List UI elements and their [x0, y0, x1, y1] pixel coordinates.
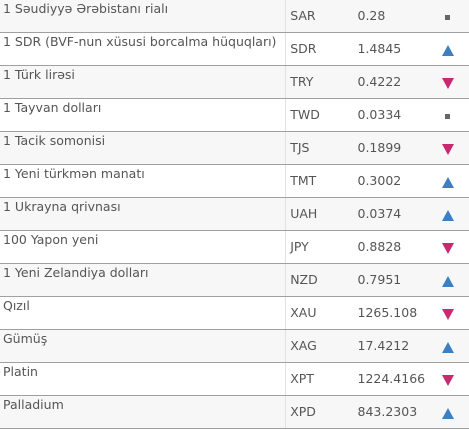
currency-name: 100 Yapon yeni	[0, 230, 287, 264]
currency-rate: 1265.108	[357, 296, 427, 330]
triangle-down-icon	[441, 242, 454, 254]
table-row: 1 Tayvan dolları TWD 0.0334	[0, 98, 469, 132]
currency-code: SDR	[285, 32, 358, 66]
currency-name: 1 Səudiyyə Ərəbistanı rialı	[0, 0, 287, 33]
trend-cell	[426, 197, 469, 231]
table-row: 100 Yapon yeni JPY 0.8828	[0, 230, 469, 264]
currency-code: XPT	[285, 362, 358, 396]
currency-code: JPY	[285, 230, 358, 264]
trend-cell	[426, 362, 469, 396]
table-row: 1 Türk lirəsi TRY 0.4222	[0, 65, 469, 99]
currency-name: 1 Türk lirəsi	[0, 65, 287, 99]
trend-cell	[426, 230, 469, 264]
currency-name: 1 Tacik somonisi	[0, 131, 287, 165]
triangle-up-icon	[441, 209, 454, 221]
currency-name: Gümüş	[0, 329, 287, 363]
currency-code: XAG	[285, 329, 358, 363]
trend-cell	[426, 65, 469, 99]
trend-cell	[426, 131, 469, 165]
table-row: 1 Səudiyyə Ərəbistanı rialı SAR 0.28	[0, 0, 469, 33]
currency-rate: 1224.4166	[357, 362, 427, 396]
triangle-up-icon	[441, 44, 454, 56]
currency-rate: 0.28	[357, 0, 427, 33]
trend-cell	[426, 329, 469, 363]
currency-rate: 0.1899	[357, 131, 427, 165]
currency-code: NZD	[285, 263, 358, 297]
currency-rate: 1.4845	[357, 32, 427, 66]
square-icon	[445, 113, 451, 119]
table-row: 1 Yeni türkmən manatı TMT 0.3002	[0, 164, 469, 198]
currency-code: TRY	[285, 65, 358, 99]
square-icon	[445, 15, 451, 20]
table-row: Gümüş XAG 17.4212	[0, 329, 469, 363]
currency-name: 1 Yeni Zelandiya dolları	[0, 263, 287, 297]
triangle-up-icon	[441, 407, 454, 419]
currency-code: TJS	[285, 131, 358, 165]
currency-rate: 0.4222	[357, 65, 427, 99]
currency-rate: 0.0374	[357, 197, 427, 231]
currency-code: SAR	[285, 0, 358, 33]
currency-code: TMT	[285, 164, 358, 198]
trend-cell	[426, 395, 469, 429]
currency-name: Qızıl	[0, 296, 287, 330]
table-row: 1 Yeni Zelandiya dolları NZD 0.7951	[0, 263, 469, 297]
table-row: 1 SDR (BVF-nun xüsusi borcalma hüquqları…	[0, 32, 469, 66]
currency-rate: 0.7951	[357, 263, 427, 297]
trend-cell	[426, 263, 469, 297]
currency-name: 1 Yeni türkmən manatı	[0, 164, 287, 198]
table-row: Palladium XPD 843.2303	[0, 395, 469, 429]
triangle-down-icon	[441, 374, 454, 386]
currency-code: XAU	[285, 296, 358, 330]
currency-code: UAH	[285, 197, 358, 231]
trend-cell	[426, 98, 469, 132]
triangle-up-icon	[441, 275, 454, 287]
currency-name: Palladium	[0, 395, 287, 429]
triangle-up-icon	[441, 176, 454, 188]
table-row: 1 Ukrayna qrivnası UAH 0.0374	[0, 197, 469, 231]
trend-cell	[426, 164, 469, 198]
triangle-down-icon	[441, 77, 454, 89]
triangle-down-icon	[441, 143, 454, 155]
currency-name: Platin	[0, 362, 287, 396]
currency-name: 1 Tayvan dolları	[0, 98, 287, 132]
trend-cell	[426, 32, 469, 66]
trend-cell	[426, 0, 469, 33]
currency-name: 1 SDR (BVF-nun xüsusi borcalma hüquqları…	[0, 32, 287, 66]
table-row: Platin XPT 1224.4166	[0, 362, 469, 396]
triangle-up-icon	[441, 341, 454, 353]
currency-rate: 0.3002	[357, 164, 427, 198]
currency-rate: 0.0334	[357, 98, 427, 132]
currency-code: XPD	[285, 395, 358, 429]
currency-rate: 843.2303	[357, 395, 427, 429]
table-row: 1 Tacik somonisi TJS 0.1899	[0, 131, 469, 165]
currency-rate: 17.4212	[357, 329, 427, 363]
trend-cell	[426, 296, 469, 330]
triangle-down-icon	[441, 308, 454, 320]
currency-rate: 0.8828	[357, 230, 427, 264]
currency-code: TWD	[285, 98, 358, 132]
currency-name: 1 Ukrayna qrivnası	[0, 197, 287, 231]
table-row: Qızıl XAU 1265.108	[0, 296, 469, 330]
